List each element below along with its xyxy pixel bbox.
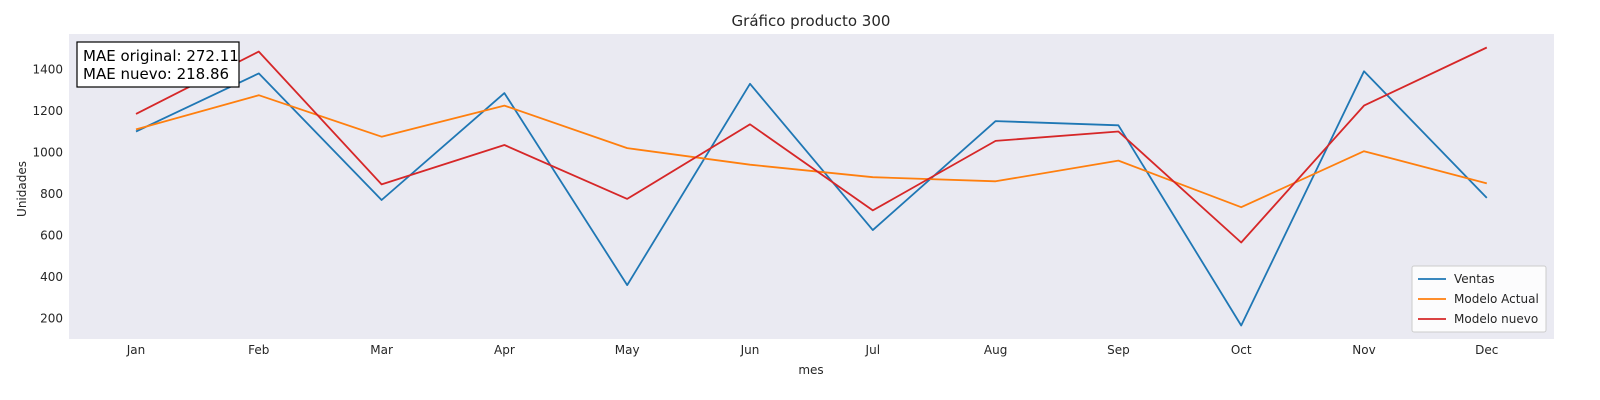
x-tick-label: Nov <box>1352 343 1375 357</box>
x-axis-label: mes <box>798 363 823 377</box>
series-line <box>135 46 1488 244</box>
x-tick-label: Feb <box>248 343 269 357</box>
x-tick-label: Jun <box>740 343 760 357</box>
x-tick-label: Apr <box>494 343 515 357</box>
x-tick-label: Jan <box>126 343 146 357</box>
x-tick-label: Mar <box>370 343 393 357</box>
y-axis-ticks: 200 400 600 800 1000 1200 1400 <box>32 62 63 325</box>
x-tick-label: Aug <box>984 343 1007 357</box>
x-tick-label: May <box>615 343 640 357</box>
mae-annotation: MAE original: 272.11 MAE nuevo: 218.86 <box>76 41 240 88</box>
annotation-line-2: MAE nuevo: 218.86 <box>83 65 229 83</box>
series-line <box>135 94 1488 209</box>
series-lines <box>135 46 1488 327</box>
x-axis-ticks: Jan Feb Mar Apr May Jun Jul Aug Sep Oct Nov Dec <box>126 343 1499 357</box>
y-tick-label: 400 <box>40 270 63 284</box>
y-tick-label: 1400 <box>32 62 63 76</box>
legend-label: Modelo Actual <box>1454 292 1539 306</box>
chart-title: Gráfico producto 300 <box>732 12 891 30</box>
legend-box <box>1411 265 1547 333</box>
y-tick-label: 800 <box>40 187 63 201</box>
plot-area <box>69 34 1554 339</box>
legend: Ventas Modelo Actual Modelo nuevo <box>1411 265 1547 333</box>
x-tick-label: Sep <box>1107 343 1130 357</box>
y-axis-label: Unidades <box>15 161 29 217</box>
x-tick-label: Jul <box>865 343 880 357</box>
y-tick-label: 1000 <box>32 145 63 159</box>
legend-label: Modelo nuevo <box>1454 312 1538 326</box>
y-tick-label: 600 <box>40 228 63 242</box>
x-tick-label: Dec <box>1475 343 1498 357</box>
x-tick-label: Oct <box>1231 343 1252 357</box>
y-tick-label: 200 <box>40 311 63 325</box>
legend-label: Ventas <box>1454 272 1495 286</box>
series-line <box>135 70 1488 327</box>
annotation-box <box>76 41 240 88</box>
y-tick-label: 1200 <box>32 104 63 118</box>
annotation-line-1: MAE original: 272.11 <box>83 47 239 65</box>
